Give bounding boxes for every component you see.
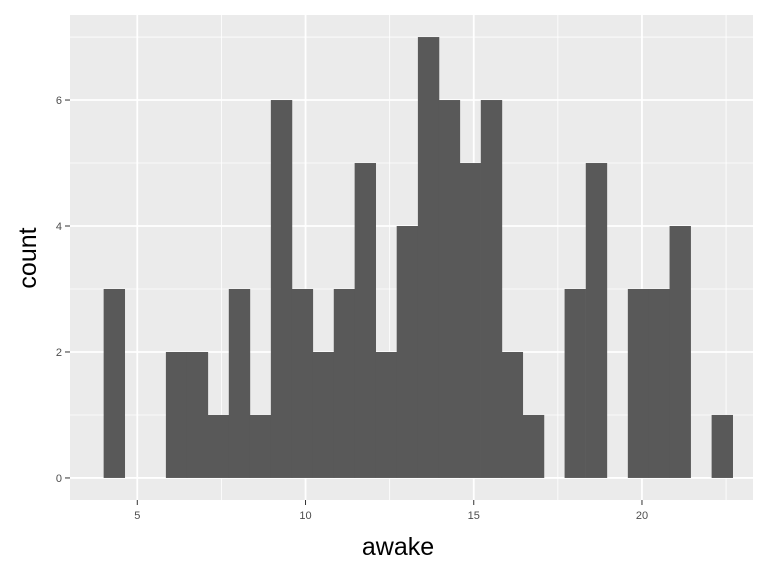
histogram-bar xyxy=(648,288,671,478)
x-tick-label: 5 xyxy=(134,510,140,522)
histogram-bar xyxy=(417,37,440,478)
histogram-bar xyxy=(669,226,691,478)
histogram-bar xyxy=(396,226,419,478)
histogram-bar xyxy=(249,414,272,478)
histogram-bar xyxy=(375,351,398,478)
axis-tick-labels: 5 10 15 20 0 2 4 6 xyxy=(56,95,648,522)
histogram-bar xyxy=(228,288,251,478)
histogram-bar xyxy=(333,288,356,478)
histogram-bar xyxy=(103,288,126,478)
x-tick-label: 20 xyxy=(636,510,648,522)
histogram-bars xyxy=(103,37,733,478)
histogram-bar xyxy=(627,288,650,478)
histogram-bar xyxy=(438,100,461,478)
histogram-bar xyxy=(522,414,545,478)
y-tick-label: 2 xyxy=(56,347,62,359)
histogram-bar xyxy=(186,351,209,478)
histogram-bar xyxy=(564,288,586,478)
x-axis-title: awake xyxy=(362,533,434,561)
x-tick-label: 15 xyxy=(468,510,480,522)
histogram-bar xyxy=(312,351,335,478)
histogram-bar xyxy=(501,351,524,478)
histogram-bar xyxy=(459,163,481,478)
y-tick-label: 6 xyxy=(56,95,62,107)
y-axis-title: count xyxy=(14,227,42,288)
histogram-bar xyxy=(270,100,293,478)
axis-ticks xyxy=(65,99,643,505)
histogram-bar xyxy=(585,163,608,478)
y-tick-label: 4 xyxy=(56,221,62,233)
histogram-bar xyxy=(480,100,503,478)
histogram-bar xyxy=(165,351,188,478)
histogram-bar xyxy=(291,288,314,478)
histogram-bar xyxy=(711,414,733,478)
y-tick-label: 0 xyxy=(56,473,62,485)
histogram-bar xyxy=(354,163,377,478)
x-tick-label: 10 xyxy=(299,510,311,522)
histogram-bar xyxy=(207,414,230,478)
